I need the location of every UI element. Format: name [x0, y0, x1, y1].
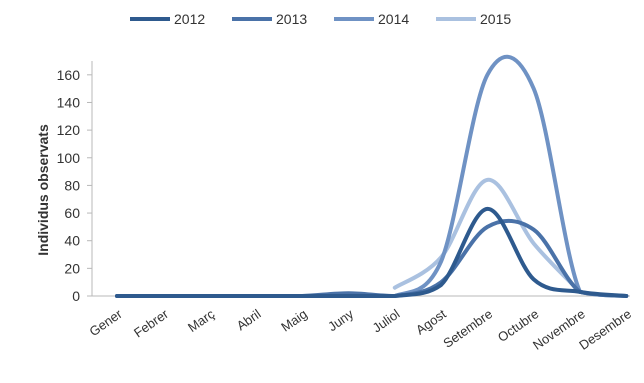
- legend-entry-2014: 2014: [334, 11, 409, 27]
- series-layer: [115, 54, 629, 298]
- y-tick-label: 80: [64, 177, 80, 193]
- x-tick-label: Juny: [325, 306, 357, 334]
- y-axis-title: Individus observats: [35, 124, 51, 256]
- y-tick-label: 20: [64, 260, 80, 276]
- legend-label: 2012: [174, 11, 205, 27]
- legend-entry-2015: 2015: [436, 11, 511, 27]
- legend: 2012 2013 2014 2015: [130, 11, 511, 27]
- y-tick-label: 160: [57, 67, 81, 83]
- y-tick-label: 0: [72, 288, 80, 304]
- series-line-2015: [392, 177, 582, 294]
- legend-entry-2013: 2013: [232, 11, 307, 27]
- series-line-2012: [115, 206, 629, 298]
- y-tick-label: 40: [64, 233, 80, 249]
- x-tick-label: Març: [185, 306, 218, 335]
- x-tick-label: Maig: [278, 306, 310, 334]
- series-line-2013: [115, 218, 629, 298]
- y-tick-label: 140: [57, 94, 81, 110]
- legend-entry-2012: 2012: [130, 11, 205, 27]
- x-tick-label: Setembre: [440, 306, 495, 351]
- x-tick-label: Gener: [87, 306, 126, 339]
- x-tick-label: Agost: [413, 306, 449, 338]
- x-tick-label: Juliol: [370, 306, 403, 335]
- y-tick-label: 100: [57, 150, 81, 166]
- legend-label: 2015: [480, 11, 511, 27]
- x-tick-label: Febrer: [131, 306, 172, 341]
- x-axis: Gener Febrer Març Abril Maig Juny Juliol AgostS…: [87, 295, 634, 353]
- x-tick-label: Abril: [234, 306, 264, 333]
- y-tick-label: 120: [57, 122, 81, 138]
- legend-label: 2013: [276, 11, 307, 27]
- y-tick-label: 60: [64, 205, 80, 221]
- y-axis: 0 20 40 60 80 100 120 140 160: [57, 61, 93, 304]
- x-tick-label: Desembre: [576, 306, 634, 353]
- legend-label: 2014: [378, 11, 409, 27]
